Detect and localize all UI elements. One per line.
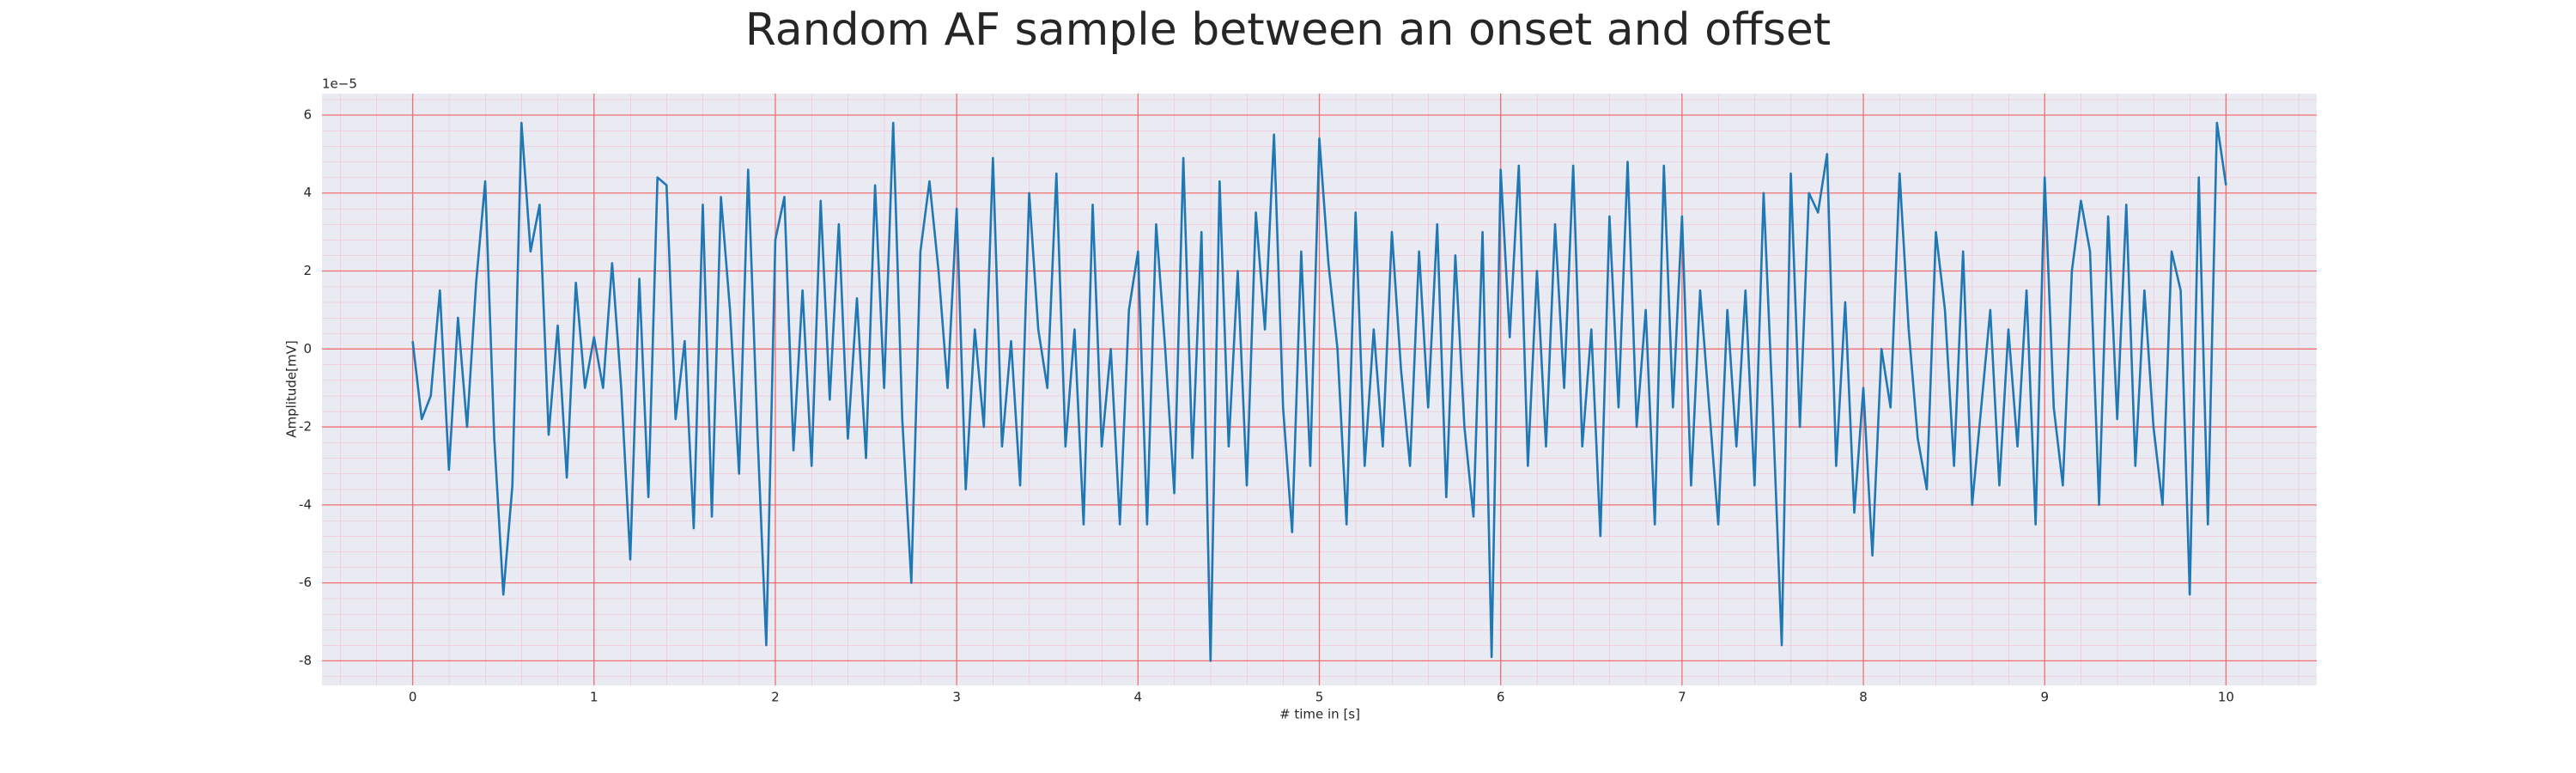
x-axis-label: # time in [s] (1279, 707, 1360, 722)
x-tick-label: 5 (1315, 690, 1324, 705)
x-tick-label: 7 (1678, 690, 1686, 705)
y-axis-label: Amplitude[mV] (284, 340, 300, 437)
x-tick-label: 6 (1497, 690, 1505, 705)
x-tick-label: 2 (771, 690, 780, 705)
y-tick-label: 0 (303, 341, 312, 356)
signal-line (411, 121, 2227, 662)
y-tick-label: 2 (303, 263, 312, 278)
y-tick-label: 4 (303, 185, 312, 200)
x-tick-label: 10 (2218, 690, 2234, 705)
x-tick-label: 1 (590, 690, 598, 705)
chart-title: Random AF sample between an onset and of… (745, 4, 1831, 56)
y-offset-text: 1e−5 (322, 76, 357, 92)
y-tick-label: -4 (299, 496, 312, 512)
x-tick-label: 0 (409, 690, 417, 705)
x-tick-label: 8 (1859, 690, 1868, 705)
y-tick-label: -6 (299, 575, 312, 590)
x-tick-label: 3 (952, 690, 961, 705)
y-tick-label: -2 (299, 419, 312, 435)
x-tick-label: 4 (1134, 690, 1143, 705)
y-tick-label: 6 (303, 107, 312, 122)
x-tick-label: 9 (2040, 690, 2049, 705)
y-tick-label: -8 (299, 653, 312, 668)
